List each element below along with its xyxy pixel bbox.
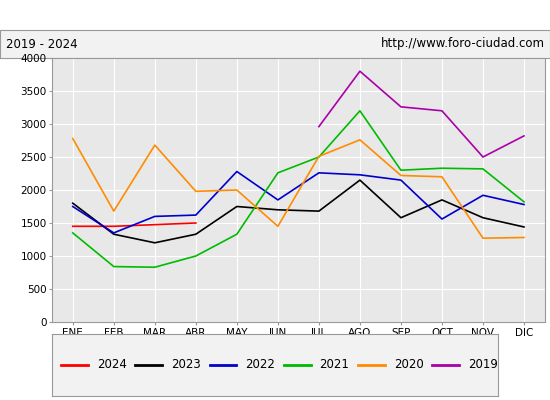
Text: 2019 - 2024: 2019 - 2024	[6, 38, 77, 50]
Text: 2024: 2024	[97, 358, 126, 372]
Text: Evolucion Nº Turistas Nacionales en el municipio de Fortuna: Evolucion Nº Turistas Nacionales en el m…	[40, 8, 510, 22]
Text: 2023: 2023	[171, 358, 201, 372]
Text: 2020: 2020	[394, 358, 424, 372]
Text: 2019: 2019	[468, 358, 498, 372]
Text: 2021: 2021	[320, 358, 349, 372]
Text: http://www.foro-ciudad.com: http://www.foro-ciudad.com	[381, 38, 544, 50]
Text: 2022: 2022	[245, 358, 275, 372]
